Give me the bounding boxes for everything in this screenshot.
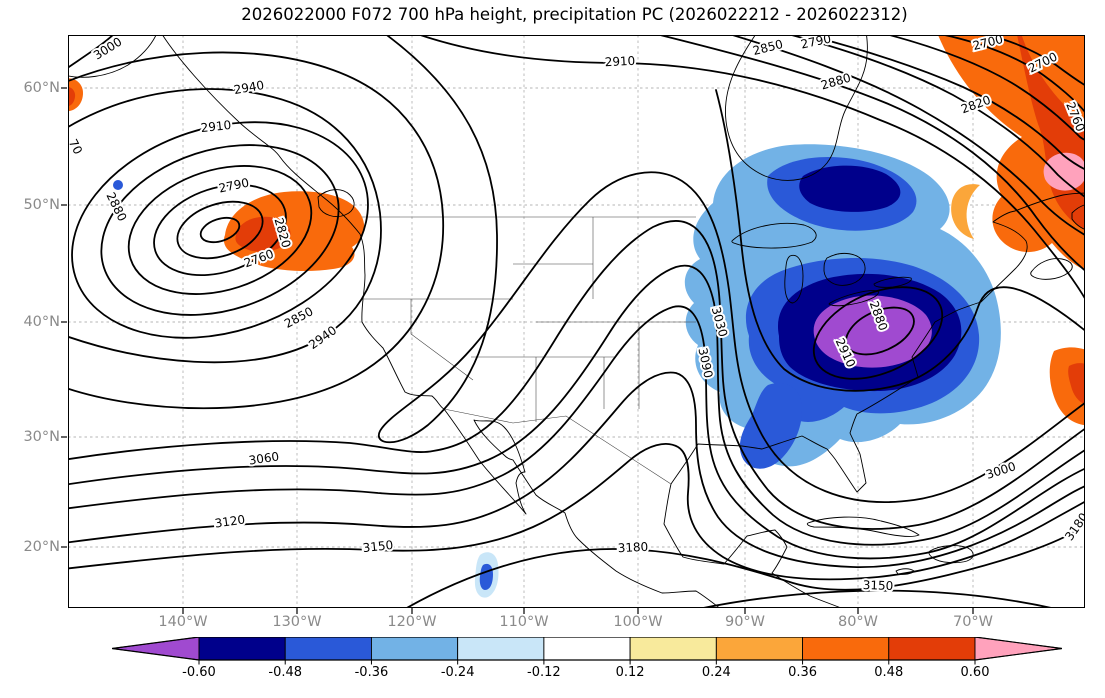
x-tick-label: 130°W (272, 614, 322, 630)
y-tick-label: 50°N (23, 197, 60, 213)
colorbar (111, 636, 1063, 667)
contour-label: 3060 (248, 449, 280, 467)
y-tick-label: 40°N (23, 314, 60, 330)
contour-label: 3150 (863, 578, 894, 593)
negative-anomaly-gulf-band (739, 382, 802, 469)
x-tick-label: 70°W (952, 614, 994, 630)
x-tick-mark (744, 608, 746, 614)
contour-label: 2880 (103, 190, 129, 224)
x-tick-mark (972, 608, 974, 614)
contour-label: 3180 (617, 540, 648, 556)
colorbar-segment (198, 636, 286, 661)
contour-label: 2850 (751, 37, 784, 58)
x-tick-mark (523, 608, 525, 614)
colorbar-svg (111, 636, 1063, 665)
x-tick-label: 90°W (724, 614, 766, 630)
colorbar-segment (543, 636, 631, 661)
contour-label: 2940 (306, 323, 339, 352)
contour-label: 3120 (214, 512, 246, 530)
negative-anomaly-dot (113, 180, 123, 190)
x-tick-mark (857, 608, 859, 614)
chart-title: 2026022000 F072 700 hPa height, precipit… (241, 5, 908, 24)
coastlines (68, 35, 1085, 608)
colorbar-arrow-left (111, 636, 200, 661)
positive-anomaly-pink-core (1043, 152, 1085, 191)
colorbar-tick-label: 0.12 (615, 665, 645, 680)
positive-anomaly-right-edge-core (1068, 363, 1085, 405)
contour-label: 2820 (959, 93, 992, 117)
negative-anomaly-purple-core (813, 295, 932, 368)
negative-anomaly-lakes-dark (799, 165, 901, 212)
contour-label: 2790 (218, 175, 251, 195)
y-tick-label: 20°N (23, 539, 60, 555)
colorbar-tick-label: 0.60 (960, 665, 990, 680)
contour-label: 70 (68, 137, 85, 157)
contour-label: 3150 (362, 538, 394, 555)
x-tick-label: 100°W (613, 614, 663, 630)
height-contours (68, 35, 1085, 608)
colorbar-segment (629, 636, 717, 661)
colorbar-tick-label: 0.24 (701, 665, 731, 680)
y-tick-label: 30°N (23, 429, 60, 445)
colorbar-segment (457, 636, 545, 661)
x-tick-mark (182, 608, 184, 614)
y-tick-mark (61, 87, 67, 89)
colorbar-tick-label: 0.36 (788, 665, 818, 680)
contour-label: 2790 (800, 35, 833, 52)
positive-anomaly-atlantic-fringe (951, 184, 980, 239)
y-tick-mark (61, 321, 67, 323)
colorbar-tick-label: -0.24 (440, 665, 475, 680)
colorbar-segment (802, 636, 890, 661)
contour-label: 2910 (604, 54, 635, 70)
y-tick-label: 60°N (23, 80, 60, 96)
colorbar-tick-label: -0.12 (527, 665, 561, 680)
map-svg: 3000294029107027902880282027602850294030… (68, 35, 1085, 608)
colorbar-arrow-right (974, 636, 1063, 661)
contour-label: 3180 (1062, 510, 1085, 543)
colorbar-segment (370, 636, 459, 661)
x-tick-mark (411, 608, 413, 614)
y-tick-mark (61, 204, 67, 206)
positive-anomaly-topleft-core (68, 86, 76, 107)
colorbar-tick-label: -0.48 (268, 665, 303, 680)
x-tick-mark (296, 608, 298, 614)
colorbar-segment (284, 636, 372, 661)
contour-label: 2910 (200, 118, 232, 135)
x-tick-label: 80°W (837, 614, 879, 630)
colorbar-tick-label: -0.60 (182, 665, 216, 680)
colorbar-tick-label: 0.48 (874, 665, 904, 680)
map-plot-area: 3000 2940 2910 70 2790 2880 2820 2760 2850 2940 30… (68, 35, 1085, 608)
y-tick-mark (61, 436, 67, 438)
x-tick-label: 110°W (499, 614, 549, 630)
colorbar-segment (888, 636, 976, 661)
x-tick-mark (637, 608, 639, 614)
y-tick-mark (61, 546, 67, 548)
contour-label: 3000 (984, 459, 1017, 482)
contour-label: 2850 (282, 304, 316, 331)
colorbar-segment (715, 636, 804, 661)
x-tick-label: 140°W (158, 614, 208, 630)
colorbar-tick-label: -0.36 (354, 665, 389, 680)
x-tick-label: 120°W (387, 614, 437, 630)
